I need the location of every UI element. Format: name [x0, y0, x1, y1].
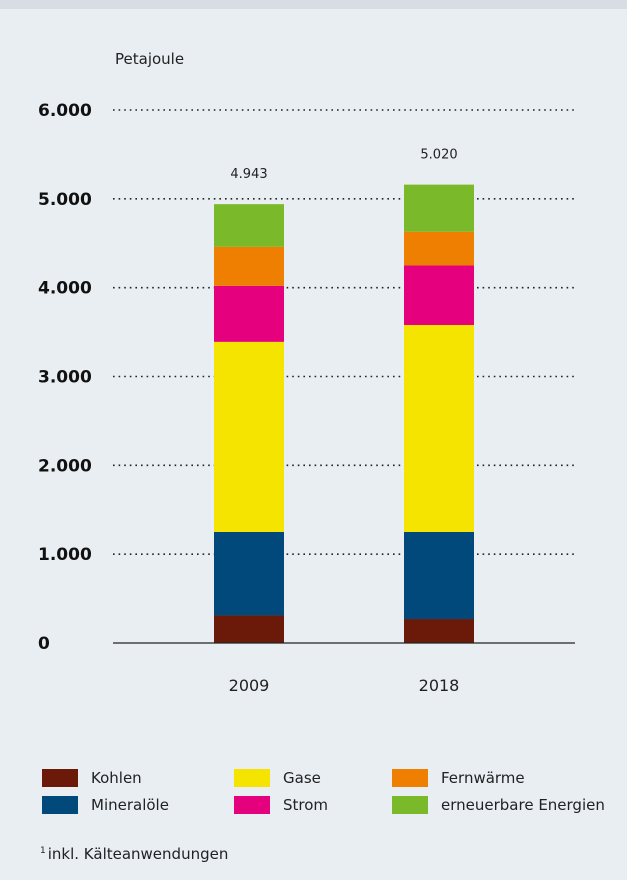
- bar-total-labels: 4.943 5.020: [230, 148, 457, 183]
- legend-item: erneuerbare Energien: [392, 796, 605, 814]
- bar-segment-erneuerbare-energien: [404, 184, 474, 232]
- y-axis-unit-label: Petajoule: [115, 50, 184, 68]
- footnote-text: inkl. Kälteanwendungen: [47, 845, 229, 863]
- legend-swatch: [234, 769, 270, 787]
- legend-swatch: [42, 796, 78, 814]
- bar-segment-mineralöle: [214, 531, 284, 616]
- bar-segment-mineralöle: [404, 531, 474, 620]
- x-tick-label: 2009: [229, 676, 270, 695]
- bar-segment-gase: [214, 341, 284, 532]
- legend-item: Kohlen: [42, 769, 142, 787]
- legend-label: Kohlen: [91, 769, 142, 787]
- bar-segment-fernwärme: [214, 246, 284, 286]
- footnote-marker: 1: [40, 846, 46, 856]
- y-tick-label: 5.000: [38, 190, 92, 210]
- y-tick-label: 3.000: [38, 368, 92, 388]
- y-tick-label: 1.000: [38, 545, 92, 565]
- y-tick-labels: 0 1.000 2.000 3.000 4.000 5.000 6.000: [38, 101, 92, 654]
- y-tick-label: 6.000: [38, 101, 92, 121]
- legend-swatch: [234, 796, 270, 814]
- legend-swatch: [392, 769, 428, 787]
- legend-item: Strom: [234, 796, 328, 814]
- y-tick-label: 0: [38, 634, 50, 654]
- legend-label: Mineralöle: [91, 796, 169, 814]
- bar-segment-strom: [404, 265, 474, 325]
- gridlines: [113, 109, 575, 555]
- legend-label: Strom: [283, 796, 329, 814]
- footnote: 1 inkl. Kälteanwendungen: [40, 845, 228, 863]
- legend-swatch: [42, 769, 78, 787]
- bar-segment-gase: [404, 324, 474, 532]
- legend-label: Gase: [283, 769, 321, 787]
- y-tick-label: 2.000: [38, 456, 92, 476]
- bar-segment-fernwärme: [404, 231, 474, 266]
- bars: [214, 184, 474, 643]
- bar-total-label: 5.020: [420, 148, 457, 163]
- x-tick-labels: 2009 2018: [229, 676, 460, 695]
- legend-label: Fernwärme: [441, 769, 525, 787]
- y-tick-label: 4.000: [38, 279, 92, 299]
- legend-item: Gase: [234, 769, 321, 787]
- legend: Kohlen Mineralöle Gase Strom Fernwärme erneue…: [42, 769, 622, 829]
- bar-segment-kohlen: [214, 615, 284, 643]
- legend-label: erneuerbare Energien: [441, 796, 605, 814]
- stacked-bar-chart: Petajoule 0 1.000 2.000 3.000 4.000 5.000 6.00…: [38, 50, 575, 695]
- legend-item: Mineralöle: [42, 796, 169, 814]
- x-tick-label: 2018: [419, 676, 460, 695]
- bar-segment-erneuerbare-energien: [214, 204, 284, 247]
- legend-swatch: [392, 796, 428, 814]
- bar-segment-kohlen: [404, 619, 474, 643]
- legend-item: Fernwärme: [392, 769, 525, 787]
- bar-total-label: 4.943: [230, 167, 267, 182]
- bar-segment-strom: [214, 285, 284, 342]
